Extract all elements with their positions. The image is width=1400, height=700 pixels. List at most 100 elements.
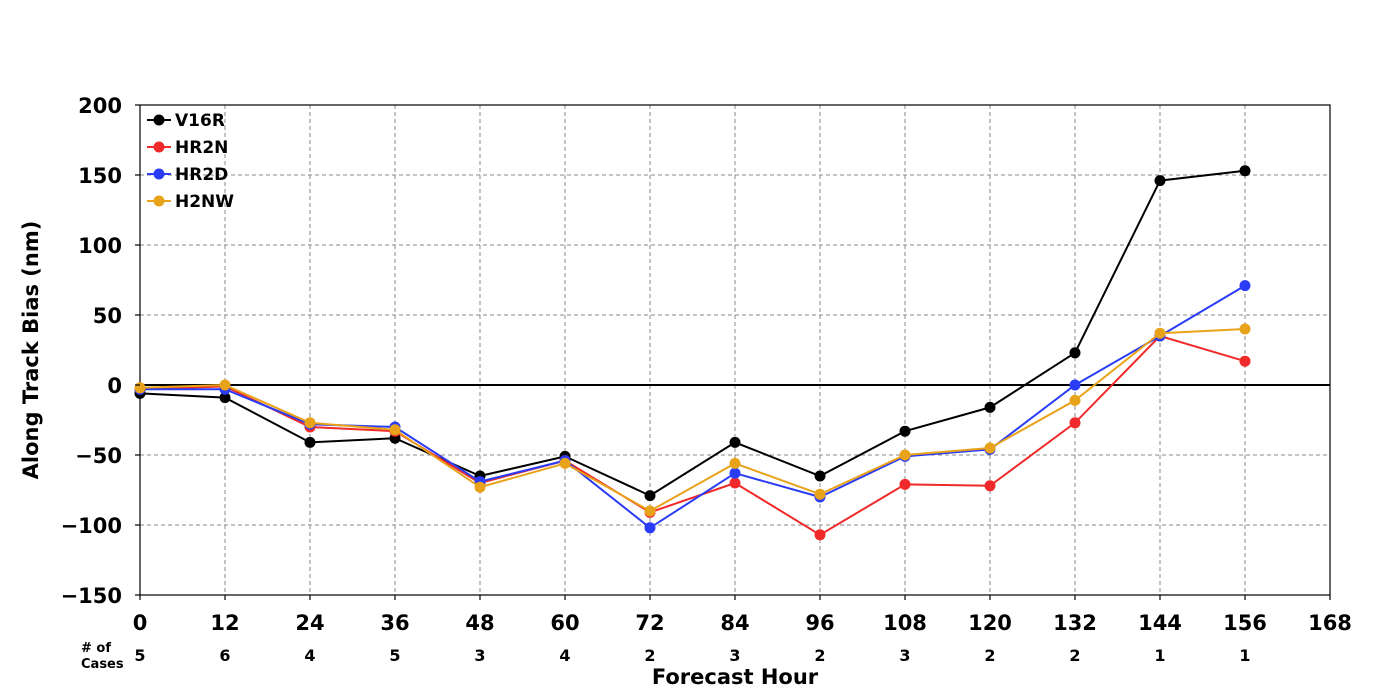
cases-label-line2: Cases xyxy=(81,657,124,672)
series-line xyxy=(139,169,1246,497)
y-tick-label: 200 xyxy=(78,94,122,118)
series-hr2d xyxy=(134,280,1251,534)
y-tick-label: 150 xyxy=(78,164,122,188)
data-point xyxy=(1239,323,1251,335)
data-point xyxy=(1069,379,1081,391)
x-tick-label: 24 xyxy=(295,611,324,635)
data-point xyxy=(814,488,826,500)
data-point xyxy=(814,529,826,541)
data-point xyxy=(899,478,911,490)
case-count: 4 xyxy=(559,646,570,665)
case-count: 2 xyxy=(644,646,655,665)
case-count: 1 xyxy=(1239,646,1250,665)
legend-marker xyxy=(153,141,165,153)
x-tick-label: 36 xyxy=(380,611,409,635)
x-tick-label: 120 xyxy=(968,611,1012,635)
y-axis-title: Along Track Bias (nm) xyxy=(19,221,43,480)
x-tick-label: 72 xyxy=(635,611,664,635)
data-point xyxy=(729,436,741,448)
data-point xyxy=(389,424,401,436)
data-point xyxy=(644,490,656,502)
case-count: 1 xyxy=(1154,646,1165,665)
data-point xyxy=(729,477,741,489)
case-count: 3 xyxy=(729,646,740,665)
data-point xyxy=(644,522,656,534)
legend-label: HR2D xyxy=(175,165,228,185)
data-point xyxy=(304,417,316,429)
cases-label-line1: # of xyxy=(81,641,111,656)
x-tick-label: 0 xyxy=(133,611,148,635)
y-tick-label: −150 xyxy=(61,584,122,608)
data-point xyxy=(729,457,741,469)
case-count: 3 xyxy=(899,646,910,665)
data-point xyxy=(1239,355,1251,367)
x-tick-label: 144 xyxy=(1138,611,1182,635)
x-tick-label: 168 xyxy=(1308,611,1352,635)
series-line xyxy=(140,284,1246,530)
data-point xyxy=(1069,417,1081,429)
data-point xyxy=(1154,175,1166,187)
cases-row: # of Cases 5 6 4 5 3 4 2 3 2 3 2 2 1 1 xyxy=(81,641,1251,672)
series-lines xyxy=(134,165,1251,541)
case-count: 5 xyxy=(134,646,145,665)
series-v16r xyxy=(134,165,1251,502)
y-axis-ticks: −150 −100 −50 0 50 100 150 200 xyxy=(61,94,140,608)
data-point xyxy=(1069,347,1081,359)
data-point xyxy=(644,505,656,517)
data-point xyxy=(814,470,826,482)
case-count: 4 xyxy=(304,646,315,665)
y-tick-label: 100 xyxy=(78,234,122,258)
data-point xyxy=(899,425,911,437)
legend-marker xyxy=(153,195,165,207)
data-point xyxy=(729,467,741,479)
legend-label: HR2N xyxy=(175,138,228,158)
data-point xyxy=(559,457,571,469)
legend-marker xyxy=(153,114,165,126)
x-tick-label: 84 xyxy=(720,611,749,635)
data-point xyxy=(474,481,486,493)
data-point xyxy=(899,449,911,461)
data-point xyxy=(984,480,996,492)
x-tick-label: 12 xyxy=(210,611,239,635)
y-tick-label: −50 xyxy=(75,444,122,468)
y-tick-label: 50 xyxy=(93,304,122,328)
legend[interactable]: V16R HR2N HR2D H2NW xyxy=(147,111,234,212)
legend-item-v16r[interactable]: V16R xyxy=(147,111,225,131)
series-line xyxy=(139,328,1246,513)
data-point xyxy=(984,442,996,454)
x-axis-ticks: 0 12 24 36 48 60 72 84 96 108 120 132 144 156 168 xyxy=(133,595,1352,635)
x-tick-label: 96 xyxy=(805,611,834,635)
case-count: 2 xyxy=(814,646,825,665)
legend-item-hr2d[interactable]: HR2D xyxy=(147,165,228,185)
y-tick-label: 0 xyxy=(107,374,122,398)
legend-label: V16R xyxy=(175,111,225,131)
x-axis-title: Forecast Hour xyxy=(652,665,819,689)
x-tick-label: 132 xyxy=(1053,611,1097,635)
data-point xyxy=(134,382,146,394)
legend-item-hr2n[interactable]: HR2N xyxy=(147,138,228,158)
series-line xyxy=(139,334,1246,536)
x-tick-label: 156 xyxy=(1223,611,1267,635)
legend-item-h2nw[interactable]: H2NW xyxy=(147,192,234,212)
data-point xyxy=(1239,280,1251,292)
data-point xyxy=(1069,394,1081,406)
data-point xyxy=(219,379,231,391)
data-point xyxy=(304,436,316,448)
data-point xyxy=(1154,327,1166,339)
data-point xyxy=(219,392,231,404)
legend-label: H2NW xyxy=(175,192,234,212)
case-count: 6 xyxy=(219,646,230,665)
legend-marker xyxy=(153,168,165,180)
data-point xyxy=(984,401,996,413)
series-h2nw xyxy=(134,323,1251,517)
grid xyxy=(140,105,1330,595)
x-tick-label: 60 xyxy=(550,611,579,635)
case-count: 5 xyxy=(389,646,400,665)
series-hr2n xyxy=(134,330,1251,541)
x-tick-label: 108 xyxy=(883,611,927,635)
data-point xyxy=(1239,165,1251,177)
case-count: 2 xyxy=(1069,646,1080,665)
case-count: 2 xyxy=(984,646,995,665)
case-count: 3 xyxy=(474,646,485,665)
